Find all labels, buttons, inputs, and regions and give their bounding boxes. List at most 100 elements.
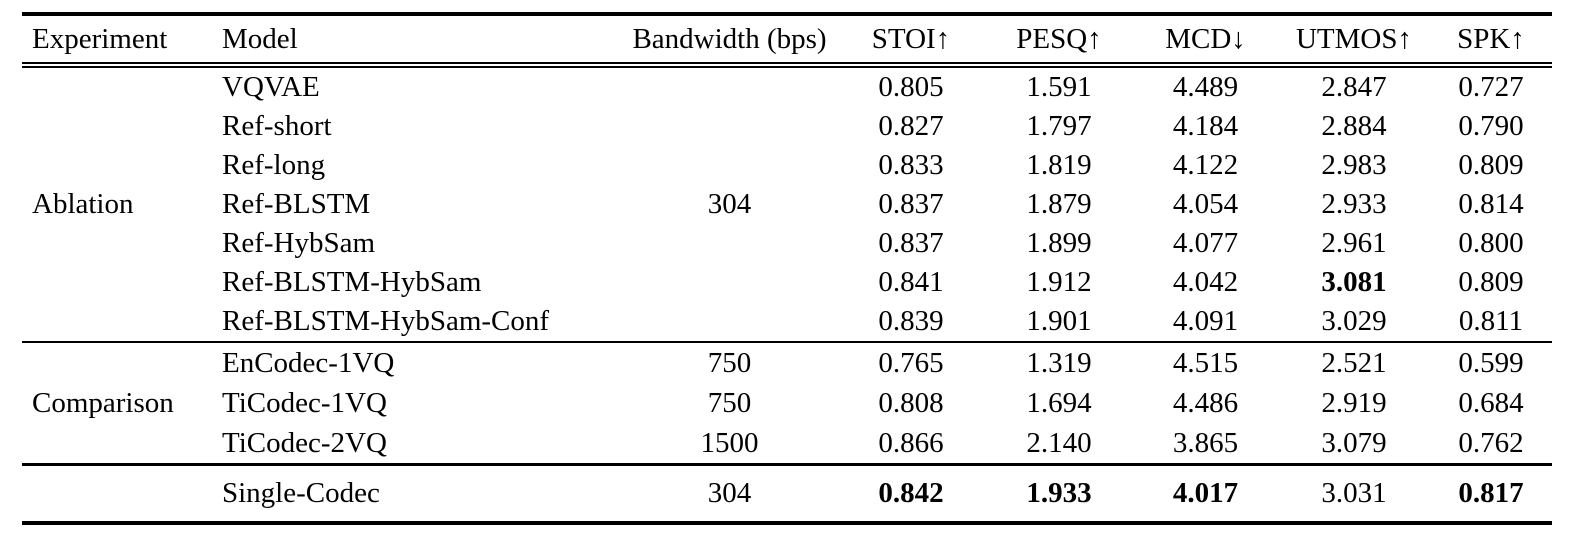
bandwidth-cell: 1500 bbox=[700, 426, 759, 459]
results-table-container: Experiment Model Bandwidth (bps) STOI↑ P… bbox=[22, 12, 1552, 525]
col-header-experiment: Experiment bbox=[22, 14, 222, 68]
mcd-cell-best: 4.017 bbox=[1172, 477, 1239, 509]
table-row: Ablation VQVAE 304 0.805 1.591 4.489 2.8… bbox=[22, 65, 1552, 219]
col-header-bandwidth: Bandwidth (bps) bbox=[622, 14, 837, 68]
experiment-label-comparison: Comparison bbox=[32, 386, 174, 419]
model-cell: EnCodec-1VQ bbox=[222, 346, 395, 379]
model-cell: TiCodec-1VQ bbox=[222, 386, 387, 419]
stoi-cell-best: 0.842 bbox=[878, 477, 944, 509]
model-cell: TiCodec-2VQ bbox=[222, 426, 387, 459]
stoi-cell: 0.837 bbox=[878, 188, 944, 220]
mcd-cell: 4.486 bbox=[1172, 386, 1239, 419]
mcd-cell: 4.184 bbox=[1172, 110, 1239, 142]
ablation-section: Ablation VQVAE 304 0.805 1.591 4.489 2.8… bbox=[22, 65, 1552, 342]
utmos-cell-best: 3.081 bbox=[1321, 266, 1387, 298]
pesq-cell: 1.879 bbox=[1026, 188, 1092, 220]
pesq-cell: 1.912 bbox=[1026, 266, 1092, 298]
pesq-cell: 1.319 bbox=[1026, 346, 1092, 379]
spk-cell: 0.599 bbox=[1458, 346, 1524, 379]
model-cell: Ref-short bbox=[222, 110, 332, 142]
col-header-mcd: MCD↓ bbox=[1133, 14, 1278, 68]
table-row: Ref-short 0.827 1.797 4.184 2.884 0.790 bbox=[22, 107, 1552, 146]
table-row: Ref-long 0.833 1.819 4.122 2.983 0.809 bbox=[22, 146, 1552, 185]
spk-cell: 0.727 bbox=[1458, 71, 1524, 103]
utmos-cell: 2.919 bbox=[1321, 386, 1387, 419]
model-cell: Ref-BLSTM-HybSam bbox=[222, 266, 482, 298]
model-cell: Single-Codec bbox=[222, 477, 380, 509]
col-header-pesq: PESQ↑ bbox=[985, 14, 1133, 68]
utmos-cell: 2.847 bbox=[1321, 71, 1387, 103]
bandwidth-cell: 750 bbox=[707, 346, 752, 379]
stoi-cell: 0.866 bbox=[878, 426, 944, 459]
model-cell: Ref-long bbox=[222, 149, 326, 181]
utmos-cell: 2.884 bbox=[1321, 110, 1387, 142]
results-table: Experiment Model Bandwidth (bps) STOI↑ P… bbox=[22, 12, 1552, 525]
utmos-cell: 3.079 bbox=[1321, 426, 1387, 459]
table-row: Ref-BLSTM-HybSam-Conf 0.839 1.901 4.091 … bbox=[22, 302, 1552, 342]
experiment-label-ablation: Ablation bbox=[32, 188, 134, 220]
utmos-cell: 3.031 bbox=[1321, 477, 1387, 509]
col-header-utmos: UTMOS↑ bbox=[1278, 14, 1430, 68]
table-row: Comparison EnCodec-1VQ 750 0.765 1.319 4… bbox=[22, 342, 1552, 417]
model-cell: VQVAE bbox=[222, 71, 320, 103]
mcd-cell: 4.077 bbox=[1172, 227, 1239, 259]
stoi-cell: 0.841 bbox=[878, 266, 944, 298]
pesq-cell: 1.797 bbox=[1026, 110, 1092, 142]
col-header-model: Model bbox=[222, 14, 622, 68]
header-row: Experiment Model Bandwidth (bps) STOI↑ P… bbox=[22, 14, 1552, 68]
stoi-cell: 0.827 bbox=[878, 110, 944, 142]
pesq-cell: 1.591 bbox=[1026, 71, 1092, 103]
bandwidth-cell: 750 bbox=[707, 386, 752, 419]
mcd-cell: 3.865 bbox=[1172, 426, 1239, 459]
table-row: Ref-BLSTM 0.837 1.879 4.054 2.933 0.814 bbox=[22, 185, 1552, 224]
model-cell: Ref-BLSTM-HybSam-Conf bbox=[222, 305, 550, 337]
pesq-cell: 1.901 bbox=[1026, 305, 1092, 337]
utmos-cell: 2.521 bbox=[1321, 346, 1387, 379]
experiment-cell-empty bbox=[22, 465, 222, 524]
spk-cell: 0.814 bbox=[1458, 188, 1524, 220]
pesq-cell: 1.819 bbox=[1026, 149, 1092, 181]
mcd-cell: 4.122 bbox=[1172, 149, 1239, 181]
spk-cell: 0.809 bbox=[1458, 266, 1524, 298]
mcd-cell: 4.091 bbox=[1172, 305, 1239, 337]
table-row: Single-Codec 304 0.842 1.933 4.017 3.031… bbox=[22, 465, 1552, 524]
model-cell: Ref-HybSam bbox=[222, 227, 376, 259]
col-header-stoi: STOI↑ bbox=[837, 14, 985, 68]
spk-cell: 0.800 bbox=[1458, 227, 1524, 259]
spk-cell: 0.809 bbox=[1458, 149, 1524, 181]
pesq-cell: 1.694 bbox=[1026, 386, 1092, 419]
table-header: Experiment Model Bandwidth (bps) STOI↑ P… bbox=[22, 14, 1552, 68]
stoi-cell: 0.808 bbox=[878, 386, 944, 419]
table-row: Ref-HybSam 0.837 1.899 4.077 2.961 0.800 bbox=[22, 224, 1552, 263]
mcd-cell: 4.515 bbox=[1172, 346, 1239, 379]
utmos-cell: 2.983 bbox=[1321, 149, 1387, 181]
pesq-cell: 2.140 bbox=[1026, 426, 1092, 459]
col-header-spk: SPK↑ bbox=[1430, 14, 1552, 68]
comparison-section: Comparison EnCodec-1VQ 750 0.765 1.319 4… bbox=[22, 342, 1552, 465]
spk-cell: 0.762 bbox=[1458, 426, 1524, 459]
spk-cell: 0.811 bbox=[1458, 305, 1524, 337]
utmos-cell: 3.029 bbox=[1321, 305, 1387, 337]
bandwidth-cell: 304 bbox=[707, 477, 752, 509]
table-row: TiCodec-1VQ 750 0.808 1.694 4.486 2.919 … bbox=[22, 383, 1552, 423]
bandwidth-cell: 304 bbox=[707, 188, 752, 220]
pesq-cell: 1.899 bbox=[1026, 227, 1092, 259]
spk-cell: 0.684 bbox=[1458, 386, 1524, 419]
stoi-cell: 0.833 bbox=[878, 149, 944, 181]
model-cell: Ref-BLSTM bbox=[222, 188, 371, 220]
mcd-cell: 4.489 bbox=[1172, 71, 1239, 103]
utmos-cell: 2.933 bbox=[1321, 188, 1387, 220]
stoi-cell: 0.839 bbox=[878, 305, 944, 337]
mcd-cell: 4.054 bbox=[1172, 188, 1239, 220]
spk-cell-best: 0.817 bbox=[1458, 477, 1524, 509]
stoi-cell: 0.805 bbox=[878, 71, 944, 103]
single-codec-section: Single-Codec 304 0.842 1.933 4.017 3.031… bbox=[22, 465, 1552, 524]
spk-cell: 0.790 bbox=[1458, 110, 1524, 142]
table-row: TiCodec-2VQ 1500 0.866 2.140 3.865 3.079… bbox=[22, 423, 1552, 465]
mcd-cell: 4.042 bbox=[1172, 266, 1239, 298]
utmos-cell: 2.961 bbox=[1321, 227, 1387, 259]
pesq-cell-best: 1.933 bbox=[1026, 477, 1092, 509]
stoi-cell: 0.765 bbox=[878, 346, 944, 379]
stoi-cell: 0.837 bbox=[878, 227, 944, 259]
table-row: Ref-BLSTM-HybSam 0.841 1.912 4.042 3.081… bbox=[22, 263, 1552, 302]
